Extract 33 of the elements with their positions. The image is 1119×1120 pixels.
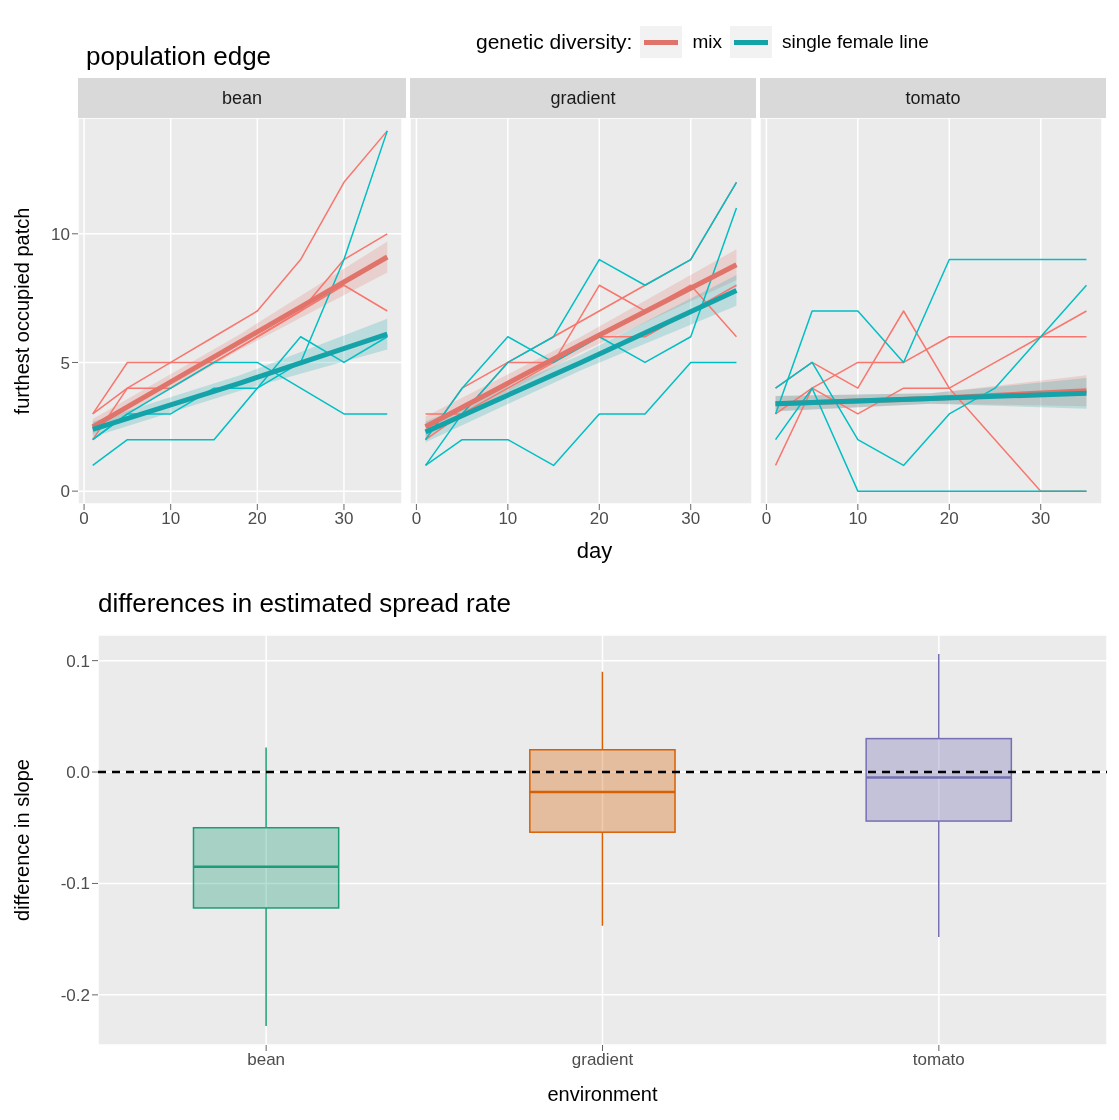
y-tick-label: 0.0 — [66, 763, 90, 783]
chart-title: population edge — [86, 41, 273, 73]
x-tick-label: 10 — [498, 509, 518, 529]
legend-label: mix — [692, 31, 722, 53]
chart-title: differences in estimated spread rate — [98, 588, 512, 619]
y-tick-label: 10 — [51, 224, 70, 244]
legend-title: genetic diversity: — [476, 30, 633, 54]
x-tick-label: gradient — [571, 1050, 634, 1070]
chart-subtitle: gradient — [410, 78, 756, 118]
x-axis-title: day — [575, 538, 614, 565]
x-tick-label: 30 — [1031, 509, 1051, 529]
chart-subtitle: bean — [78, 78, 406, 118]
x-tick-label: 10 — [161, 509, 181, 529]
x-tick-label: tomato — [912, 1050, 965, 1070]
x-tick-label: 0 — [761, 509, 772, 529]
y-axis-title: difference in slope — [11, 759, 34, 921]
x-tick-label: 10 — [848, 509, 868, 529]
x-tick-label: bean — [247, 1050, 286, 1070]
y-tick-label: 0 — [60, 482, 70, 502]
x-tick-label: 20 — [939, 509, 959, 529]
x-tick-label: 30 — [334, 509, 354, 529]
x-tick-label: 20 — [247, 509, 267, 529]
legend-label: single female line — [781, 31, 929, 53]
y-tick-label: 5 — [60, 353, 70, 373]
x-tick-label: 0 — [411, 509, 422, 529]
x-tick-label: 30 — [681, 509, 701, 529]
y-tick-label: 0.1 — [66, 651, 90, 671]
y-tick-label: -0.1 — [60, 874, 90, 894]
y-tick-label: -0.2 — [60, 985, 90, 1005]
x-axis-title: environment — [547, 1083, 658, 1105]
chart-subtitle: tomato — [760, 78, 1106, 118]
x-tick-label: 20 — [589, 509, 609, 529]
y-axis-title: furthest occupied patch — [11, 207, 34, 415]
